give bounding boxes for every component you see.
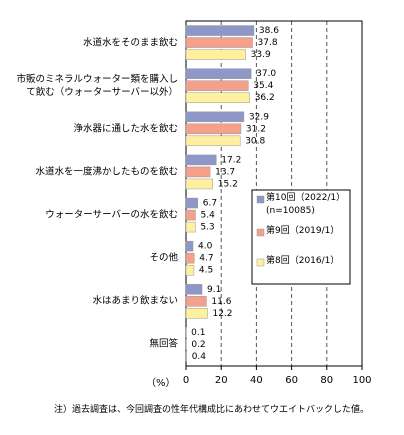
bar [185,25,255,36]
bar [185,154,217,166]
bar [185,178,214,190]
value-label: 31.2 [246,124,266,134]
value-label: 33.9 [251,50,271,60]
value-label: 5.4 [201,211,216,221]
x-tick-label: 60 [285,375,298,386]
bar [185,284,203,295]
category-label: 水はあまり飲まない [92,295,178,307]
value-label: 32.9 [249,112,269,122]
x-tick-label: 100 [352,375,371,386]
bar [185,111,245,123]
legend-swatch [256,258,265,267]
value-label: 6.7 [203,199,217,209]
bar [185,166,211,178]
value-label: 37.0 [256,69,276,79]
value-label: 13.7 [215,167,235,177]
category-label: 市販のミネラルウォーター類を購入し て飲む（ウォーターサーバー以外） [16,73,178,98]
x-tick-label: 0 [183,375,189,386]
value-label: 9.1 [207,285,221,295]
bar [185,240,194,252]
x-tick-label: 80 [320,375,333,386]
bar [185,197,199,209]
value-label: 0.1 [191,328,205,338]
value-label: 15.2 [218,179,238,189]
legend-label: 第9回（2019/1） [266,226,340,236]
bar [185,80,249,91]
legend-swatch [256,228,265,237]
value-label: 17.2 [221,155,241,165]
x-tick-label: 40 [250,375,263,386]
bar [185,221,196,233]
value-label: 11.6 [211,297,231,307]
category-label: 水道水をそのまま飲む [82,37,178,49]
bar [185,351,187,362]
value-label: 4.5 [199,266,213,276]
category-label: 無回答 [149,338,178,350]
bar [185,123,242,135]
value-label: 35.4 [253,81,273,91]
value-label: 0.2 [191,340,205,350]
value-label: 4.7 [199,254,213,264]
value-label: 5.3 [200,223,214,233]
bar [185,37,253,48]
x-axis-label: （%） [146,378,176,389]
category-label: ウォーターサーバーの水を飲む [45,209,178,221]
category-label: その他 [149,252,178,264]
bar [185,68,252,79]
value-label: 38.6 [259,26,279,36]
bar [185,49,246,60]
plot-frame [185,20,363,367]
bar [185,296,207,307]
value-label: 0.4 [192,352,207,362]
legend-swatch [256,195,265,204]
legend-label: 第8回（2016/1） [266,256,340,266]
x-tick-label: 20 [215,375,228,386]
bar [185,92,250,103]
bar [185,135,241,147]
footnote: 注）過去調査は、今回調査の性年代構成比にあわせてウエイトバックした値。 [54,405,370,415]
value-label: 30.8 [245,136,265,146]
legend-label: 第10回（2022/1） (n=10085) [266,193,346,216]
bar [185,209,196,221]
value-label: 36.2 [255,93,275,103]
category-label: 水道水を一度沸かしたものを飲む [35,166,178,178]
legend-box [251,189,351,285]
bar [185,252,195,264]
bar [185,308,208,319]
category-label: 浄水器に通した水を飲む [73,123,178,135]
value-label: 4.0 [198,242,213,252]
value-label: 12.2 [212,309,232,319]
bar [185,264,195,276]
value-label: 37.8 [258,38,278,48]
